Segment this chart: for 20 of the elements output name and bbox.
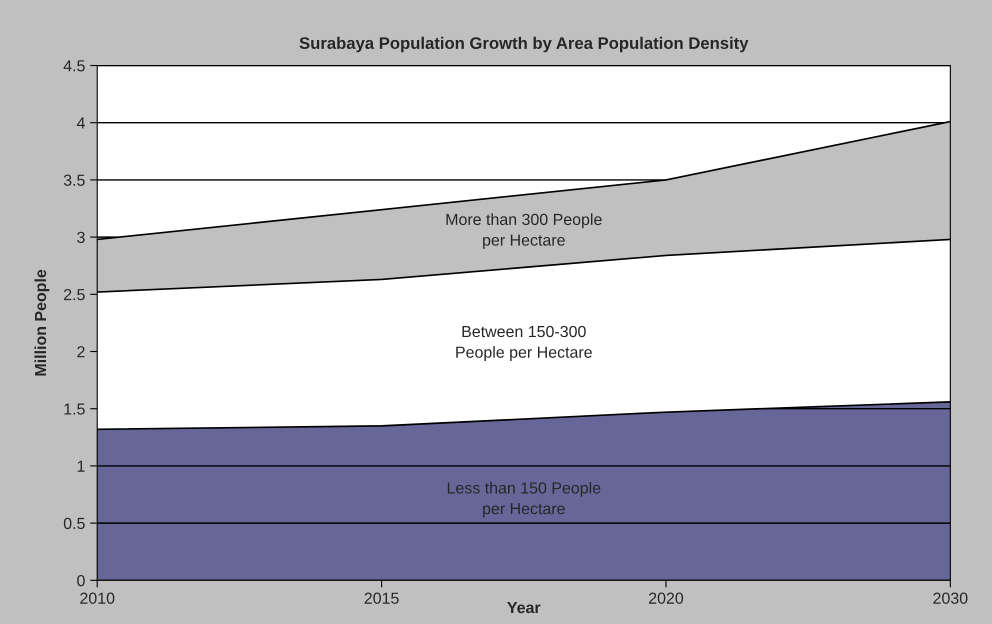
x-axis-title: Year [507, 602, 540, 614]
series-label: Between 150-300 People per Hectare [456, 326, 592, 362]
y-tick-label: 1 [78, 460, 85, 472]
x-tick-label: 2020 [649, 592, 684, 604]
y-tick-label: 0.5 [64, 518, 85, 530]
y-tick-label: 2.5 [64, 288, 85, 300]
y-tick-label: 1.5 [64, 404, 85, 415]
y-tick-label: 2 [77, 346, 85, 358]
y-tick-label: 0 [77, 574, 85, 586]
y-axis-title: Million People [34, 270, 50, 376]
y-tick-label: 4 [76, 118, 85, 129]
x-tick-label: 2015 [364, 592, 399, 604]
x-tick-label: 2010 [80, 592, 114, 604]
y-tick-label: 3.5 [64, 174, 85, 186]
x-tick-label: 2030 [933, 592, 968, 604]
y-tick-label: 4.5 [64, 60, 85, 72]
series-label: Less than 150 People per Hectare [448, 482, 600, 518]
series-label: More than 300 People per Hectare [446, 213, 602, 249]
chart-title: Surabaya Population Growth by Area Population Density [300, 36, 748, 52]
y-tick-label: 3 [77, 232, 85, 244]
